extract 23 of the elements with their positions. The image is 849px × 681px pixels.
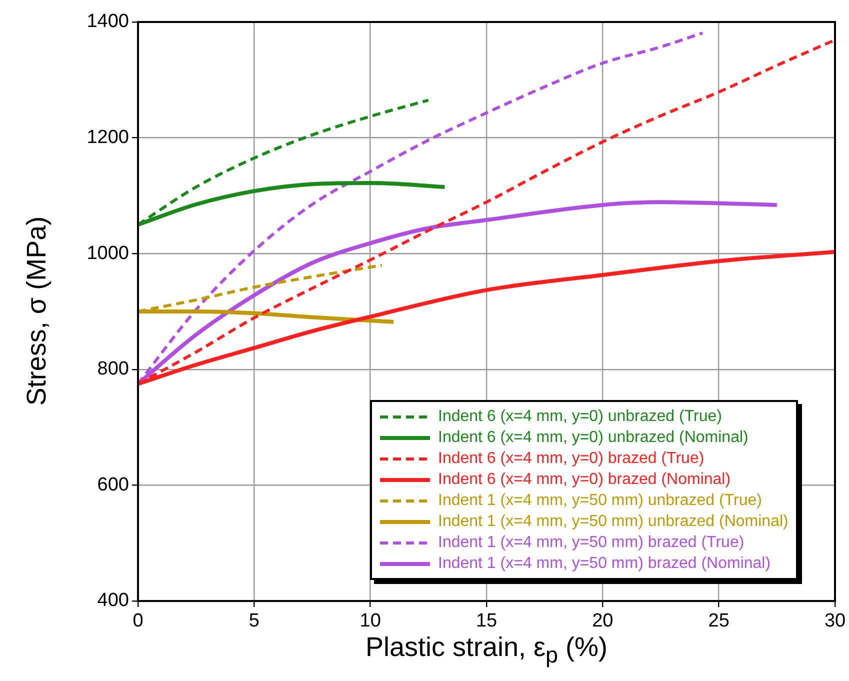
y-tick-label: 1400 bbox=[86, 11, 129, 32]
x-tick-label: 15 bbox=[476, 610, 498, 632]
legend-label: Indent 1 (x=4 mm, y=50 mm) unbrazed (Nominal) bbox=[438, 512, 788, 530]
legend-label: Indent 6 (x=4 mm, y=0) brazed (Nominal) bbox=[438, 470, 731, 488]
x-tick-label: 20 bbox=[592, 610, 614, 632]
x-tick-label: 25 bbox=[708, 610, 730, 632]
legend-label: Indent 6 (x=4 mm, y=0) brazed (True) bbox=[438, 450, 704, 468]
x-tick-label: 10 bbox=[360, 610, 381, 632]
y-tick-label: 800 bbox=[97, 358, 129, 380]
legend-label: Indent 1 (x=4 mm, y=50 mm) unbrazed (True) bbox=[438, 492, 762, 510]
legend-label: Indent 1 (x=4 mm, y=50 mm) brazed (Nominal) bbox=[438, 554, 771, 572]
legend-label: Indent 1 (x=4 mm, y=50 mm) brazed (True) bbox=[438, 534, 744, 552]
y-tick-label: 1200 bbox=[86, 127, 129, 148]
x-axis-title: Plastic strain, ε$_{p}$ (%) bbox=[364, 632, 609, 668]
legend-label: Indent 6 (x=4 mm, y=0) unbrazed (Nominal) bbox=[438, 428, 748, 446]
y-tick-label: 400 bbox=[97, 590, 129, 612]
y-axis-title: Stress, σ (MPa) bbox=[22, 216, 52, 406]
y-tick-label: 1000 bbox=[86, 242, 129, 264]
x-tick-label: 5 bbox=[248, 610, 260, 632]
x-tick-label: 0 bbox=[132, 610, 144, 632]
legend-label: Indent 6 (x=4 mm, y=0) unbrazed (True) bbox=[438, 408, 722, 426]
y-tick-label: 600 bbox=[97, 474, 129, 496]
x-tick-label: 30 bbox=[824, 610, 846, 632]
